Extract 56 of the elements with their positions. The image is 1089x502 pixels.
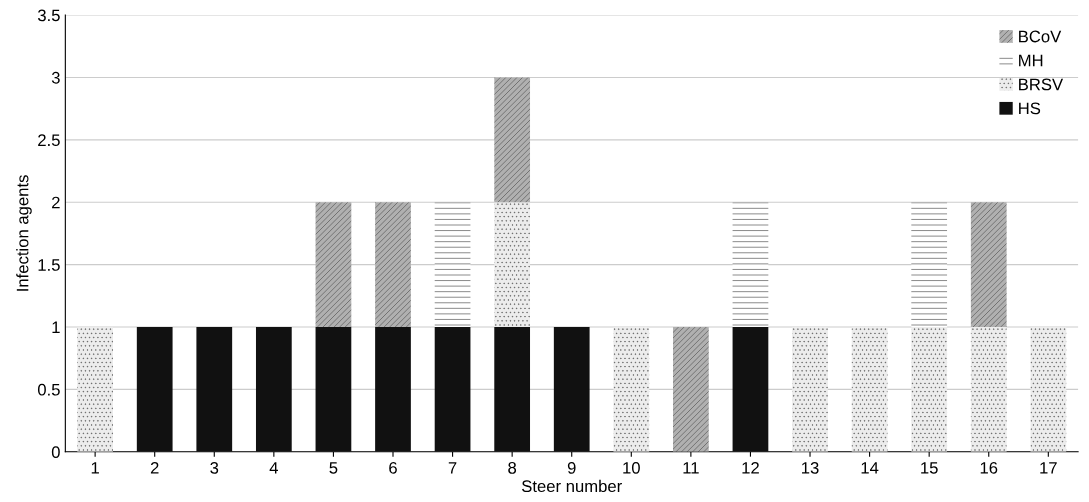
bar [1030,327,1067,452]
x-tick-label: 1 [91,462,99,474]
bar [613,327,650,452]
y-tick-label: 0.5 [37,383,60,396]
bar [494,77,531,203]
y-tick-label: 1.5 [38,259,60,271]
bar [494,327,531,452]
y-tick-label: 0 [51,446,60,458]
bar [196,327,233,452]
x-tick-label: 10 [623,461,640,474]
y-tick-label: 2.5 [38,134,60,147]
bar [136,327,173,452]
x-tick-label: 6 [389,461,397,474]
bar [851,327,888,452]
bar [494,202,531,328]
x-tick-label: 16 [980,461,998,474]
x-tick-label: 3 [210,461,219,474]
bar [77,327,113,452]
bar [673,327,709,452]
x-tick-label: 8 [508,461,517,474]
legend-label: MH [1019,54,1043,67]
bar [732,202,769,328]
y-axis-title: Infection agents [16,175,32,291]
bar [315,327,352,452]
x-tick-label: 13 [802,461,819,474]
x-tick-label: 14 [861,462,879,474]
legend-label: BRSV [1019,78,1064,91]
bar [732,327,769,452]
bar [255,327,292,452]
x-tick-label: 5 [329,462,338,474]
x-tick-label: 2 [150,461,159,474]
bar [375,202,411,328]
y-tick-label: 3 [51,71,60,84]
bar [970,327,1007,452]
bar [434,327,471,452]
x-tick-label: 17 [1040,462,1057,474]
y-tick-label: 3.5 [37,9,60,22]
x-tick-label: 12 [742,461,759,474]
y-tick-label: 2 [52,196,60,209]
bar [970,202,1007,328]
x-tick-label: 7 [448,462,457,474]
x-tick-label: 4 [269,462,278,474]
bar [553,327,590,452]
bar [375,327,411,452]
x-tick-label: 9 [567,461,576,474]
bar [792,327,828,452]
x-tick-label: 15 [921,462,938,474]
y-tick-label: 1 [52,321,60,334]
bar [315,202,352,328]
x-tick-label: 11 [683,462,699,474]
bar [911,202,948,328]
bar [911,327,948,452]
x-axis-title: Steer number [522,479,622,493]
legend-label: BCoV [1019,30,1062,43]
bar [434,202,471,328]
legend-label: HS [1019,102,1041,115]
